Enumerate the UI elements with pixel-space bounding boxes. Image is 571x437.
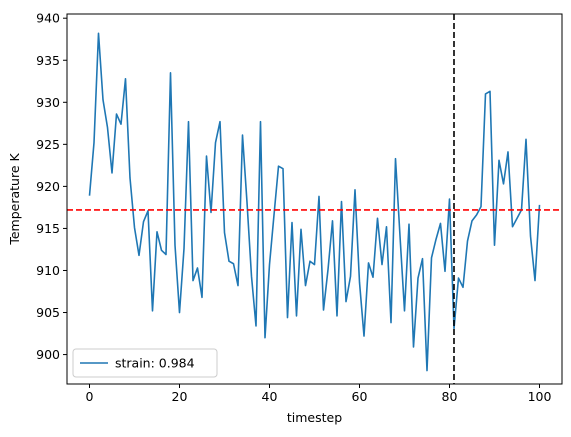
series-line-0 (88, 32, 541, 372)
legend: strain: 0.984 (72, 348, 218, 378)
x-axis-ticks: 0 20 40 60 80 100 (86, 384, 552, 404)
y-tick-label: 915 (36, 221, 60, 236)
y-tick-label: 935 (36, 53, 60, 68)
y-tick-label: 900 (36, 347, 60, 362)
axes-frame (66, 13, 563, 385)
x-tick-label: 60 (352, 389, 368, 404)
x-tick-label: 0 (86, 389, 94, 404)
y-axis-ticks: 900 905 910 915 920 925 930 935 940 (36, 11, 67, 362)
y-tick-label: 910 (36, 263, 60, 278)
y-axis-label: Temperature K (7, 153, 22, 246)
x-tick-label: 80 (442, 389, 458, 404)
y-tick-label: 940 (36, 11, 60, 26)
y-tick-label: 925 (36, 137, 60, 152)
x-axis-label: timestep (287, 410, 342, 425)
reference-lines (67, 14, 562, 384)
x-tick-label: 100 (528, 389, 552, 404)
y-tick-label: 930 (36, 95, 60, 110)
x-tick-label: 20 (172, 389, 188, 404)
y-tick-label: 905 (36, 305, 60, 320)
x-tick-label: 40 (262, 389, 278, 404)
legend-label: strain: 0.984 (115, 356, 195, 371)
legend-box (72, 348, 218, 378)
y-tick-label: 920 (36, 179, 60, 194)
plot-area (88, 32, 541, 372)
